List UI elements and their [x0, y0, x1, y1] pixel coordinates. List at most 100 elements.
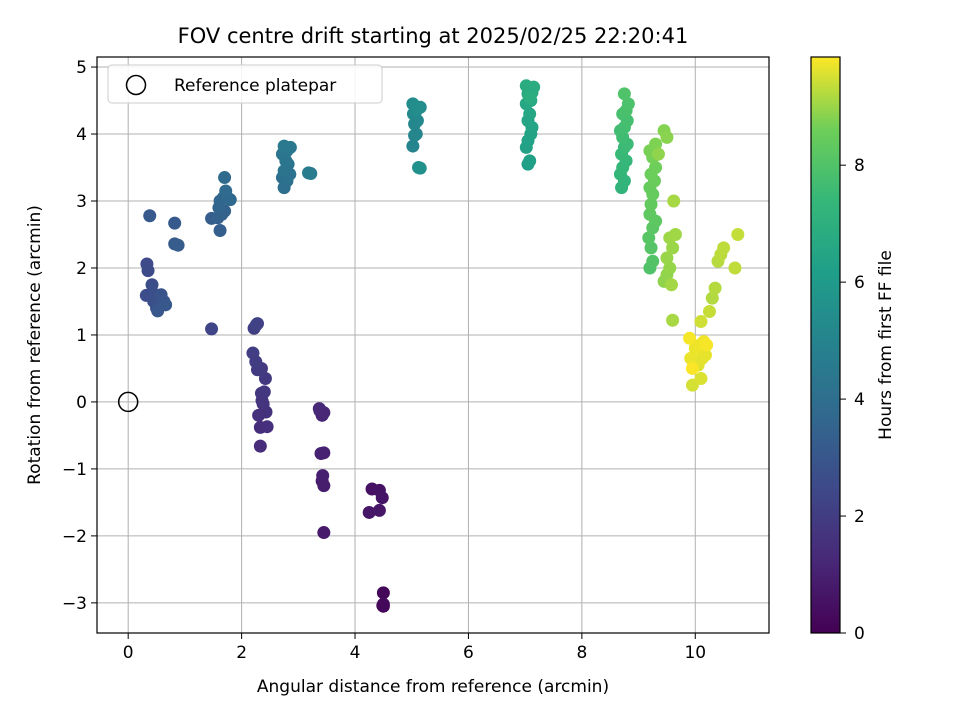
- x-axis-ticks: 0 2 4 6 8 10: [123, 633, 706, 663]
- y-tick-label: 4: [76, 125, 87, 145]
- data-point: [258, 371, 272, 385]
- data-point: [409, 127, 423, 141]
- colorbar-tick-label: 6: [854, 273, 865, 293]
- colorbar: 0 2 4 6 8 Hours from first FF file: [810, 56, 896, 644]
- colorbar-tick-label: 8: [854, 156, 865, 176]
- data-point: [666, 241, 680, 255]
- data-point: [246, 346, 260, 360]
- data-point: [646, 254, 660, 268]
- data-point: [698, 348, 712, 362]
- data-point: [684, 351, 698, 365]
- data-point: [694, 371, 708, 385]
- colorbar-tick-label: 0: [854, 624, 865, 644]
- colorbar-tick-label: 4: [854, 390, 865, 410]
- y-tick-label: 1: [76, 326, 87, 346]
- data-point: [171, 238, 185, 252]
- data-point: [660, 251, 674, 265]
- x-tick-label: 8: [576, 643, 587, 663]
- y-axis-label: Rotation from reference (arcmin): [25, 205, 45, 485]
- data-point: [362, 505, 376, 519]
- colorbar-label: Hours from first FF file: [876, 250, 896, 440]
- y-tick-label: 5: [76, 58, 87, 78]
- data-point: [663, 261, 677, 275]
- data-point: [643, 207, 657, 221]
- data-point: [205, 322, 219, 336]
- data-point: [376, 586, 390, 600]
- data-point: [260, 420, 274, 434]
- x-tick-label: 0: [123, 643, 134, 663]
- data-point: [644, 241, 658, 255]
- data-point: [702, 305, 716, 319]
- data-point: [219, 184, 233, 198]
- chart-title: FOV centre drift starting at 2025/02/25 …: [178, 24, 689, 48]
- data-point: [700, 338, 714, 352]
- data-point: [257, 385, 271, 399]
- data-point: [523, 154, 537, 168]
- x-tick-label: 2: [236, 643, 247, 663]
- colorbar-ticks: 0 2 4 6 8: [840, 156, 865, 644]
- legend: Reference platepar: [107, 64, 383, 104]
- y-axis-ticks: −3 −2 −1 0 1 2 3 4 5: [62, 58, 97, 614]
- data-point: [664, 278, 678, 292]
- data-point: [316, 469, 330, 483]
- data-point: [253, 439, 267, 453]
- data-point: [218, 171, 232, 185]
- data-point: [731, 227, 745, 241]
- legend-box: [107, 64, 383, 104]
- data-point: [667, 194, 681, 208]
- data-point: [708, 281, 722, 295]
- data-point: [717, 241, 731, 255]
- colorbar-tick-label: 2: [854, 507, 865, 527]
- x-axis-label: Angular distance from reference (arcmin): [257, 677, 609, 697]
- y-tick-label: 3: [76, 192, 87, 212]
- data-point: [277, 139, 291, 153]
- data-point: [617, 87, 631, 101]
- colorbar-gradient: [810, 56, 841, 634]
- data-point: [410, 102, 424, 116]
- grid: [97, 57, 769, 633]
- data-point: [660, 130, 674, 144]
- x-tick-label: 10: [684, 643, 706, 663]
- data-point: [668, 227, 682, 241]
- data-point: [705, 291, 719, 305]
- x-tick-label: 6: [463, 643, 474, 663]
- data-point: [406, 139, 420, 153]
- data-point: [375, 491, 389, 505]
- data-point: [621, 97, 635, 111]
- y-tick-label: −1: [62, 460, 87, 480]
- data-point: [143, 209, 157, 223]
- data-point: [413, 161, 427, 175]
- data-point: [376, 597, 390, 611]
- plot-area: 0 2 4 6 8 10 −3 −2 −1 0 1 2 3 4 5 Reference platepar: [62, 56, 770, 663]
- y-tick-label: −3: [62, 594, 87, 614]
- data-point: [312, 402, 326, 416]
- legend-reference-marker: [125, 74, 147, 96]
- data-point: [728, 261, 742, 275]
- data-point: [304, 167, 318, 181]
- legend-label: Reference platepar: [174, 76, 336, 96]
- data-point: [317, 446, 331, 460]
- data-point: [685, 361, 699, 375]
- data-point: [651, 147, 665, 161]
- y-tick-label: 0: [76, 393, 87, 413]
- data-point: [683, 331, 697, 345]
- data-point: [649, 137, 663, 151]
- x-tick-label: 4: [350, 643, 361, 663]
- data-point: [141, 264, 155, 278]
- data-point: [151, 304, 165, 318]
- data-point: [523, 90, 537, 104]
- data-points: [139, 79, 745, 613]
- reference-platepar-marker: [117, 391, 139, 413]
- data-point: [519, 79, 533, 93]
- data-point: [372, 503, 386, 517]
- y-tick-label: 2: [76, 259, 87, 279]
- data-point: [145, 278, 159, 292]
- y-tick-label: −2: [62, 527, 87, 547]
- data-point: [213, 223, 227, 237]
- data-point: [649, 161, 663, 175]
- data-point: [250, 317, 264, 331]
- data-point: [642, 231, 656, 245]
- data-point: [523, 107, 537, 121]
- data-point: [694, 315, 708, 329]
